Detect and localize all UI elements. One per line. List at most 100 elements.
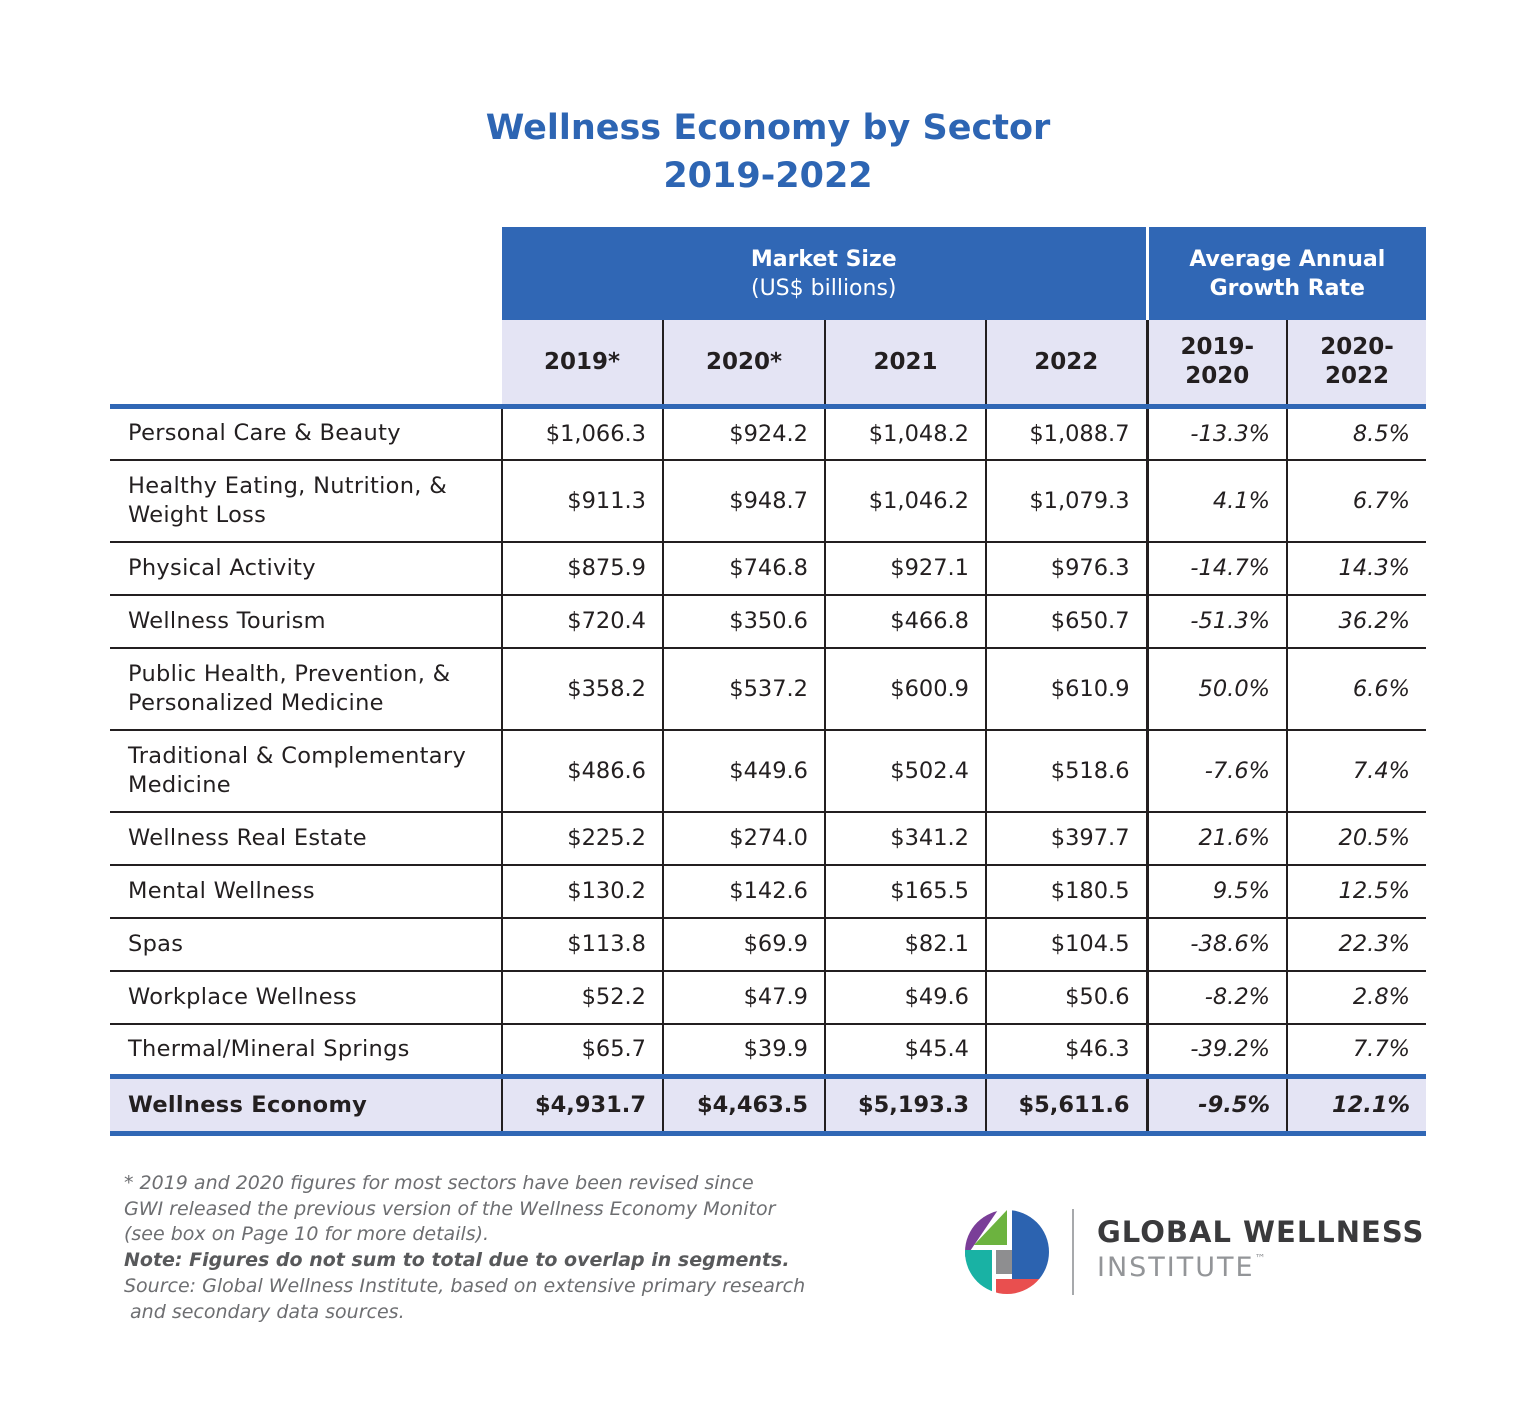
cell-value: $142.6 — [662, 864, 825, 919]
cell-value: $274.0 — [662, 811, 825, 866]
total-value: $4,931.7 — [501, 1076, 663, 1136]
table-row: Wellness Real Estate $225.2 $274.0 $341.2 $3… — [110, 811, 1427, 866]
header-growth-rate: Average Annual Growth Rate — [1145, 227, 1427, 320]
cell-value: $1,048.2 — [824, 406, 986, 461]
cell-value: $1,079.3 — [984, 459, 1148, 543]
cell-value: $46.3 — [984, 1023, 1148, 1079]
cell-value: $165.5 — [824, 864, 986, 919]
cell-value: -13.3% — [1145, 406, 1288, 461]
cell-value: $1,066.3 — [501, 406, 663, 461]
column-header-5: 2020- 2022 — [1286, 320, 1427, 409]
total-value: $5,193.3 — [824, 1076, 986, 1136]
column-header-0: 2019* — [502, 320, 663, 409]
column-header-3: 2022 — [984, 320, 1148, 409]
table-row: Workplace Wellness $52.2 $47.9 $49.6 $50.6 -8… — [110, 970, 1427, 1025]
sector-label: Public Health, Prevention, & Personalize… — [110, 647, 502, 731]
gwi-logo: GLOBAL WELLNESS INSTITUTE™ — [962, 1207, 1432, 1297]
cell-value: 4.1% — [1145, 459, 1288, 543]
cell-value: $720.4 — [501, 594, 663, 649]
cell-value: 8.5% — [1286, 406, 1427, 461]
cell-value: 6.7% — [1286, 459, 1427, 543]
table-row: Personal Care & Beauty $1,066.3 $924.2 $1,0… — [110, 406, 1427, 461]
cell-value: 7.7% — [1286, 1023, 1427, 1079]
column-header-2: 2021 — [824, 320, 986, 409]
sector-label: Healthy Eating, Nutrition, & Weight Loss — [110, 459, 502, 543]
cell-value: $45.4 — [824, 1023, 986, 1079]
cell-value: 9.5% — [1145, 864, 1288, 919]
sector-label: Physical Activity — [110, 541, 502, 596]
cell-value: $52.2 — [501, 970, 663, 1025]
sector-label: Mental Wellness — [110, 864, 502, 919]
cell-value: $976.3 — [984, 541, 1148, 596]
table-row: Traditional & Complementary Medicine $486… — [110, 729, 1427, 813]
total-value: -9.5% — [1145, 1076, 1288, 1136]
total-row: Wellness Economy $4,931.7 $4,463.5 $5,193.3… — [110, 1076, 1427, 1136]
cell-value: $130.2 — [501, 864, 663, 919]
cell-value: $358.2 — [501, 647, 663, 731]
column-header-4: 2019- 2020 — [1145, 320, 1288, 409]
cell-value: $49.6 — [824, 970, 986, 1025]
cell-value: $911.3 — [501, 459, 663, 543]
logo-divider — [1072, 1209, 1074, 1295]
logo-mark-icon — [965, 1210, 1049, 1294]
column-header-1: 2020* — [662, 320, 825, 409]
sector-label: Personal Care & Beauty — [110, 406, 502, 461]
cell-value: $1,046.2 — [824, 459, 986, 543]
cell-value: 7.4% — [1286, 729, 1427, 813]
sector-label: Workplace Wellness — [110, 970, 502, 1025]
sector-label: Thermal/Mineral Springs — [110, 1023, 502, 1079]
sector-table: Market Size (US$ billions) Average Annua… — [110, 227, 1427, 1136]
cell-value: $924.2 — [662, 406, 825, 461]
cell-value: $486.6 — [501, 729, 663, 813]
cell-value: $69.9 — [662, 917, 825, 972]
cell-value: -39.2% — [1145, 1023, 1288, 1079]
footnotes: * 2019 and 2020 figures for most sectors… — [124, 1172, 806, 1323]
cell-value: $537.2 — [662, 647, 825, 731]
cell-value: $610.9 — [984, 647, 1148, 731]
cell-value: $650.7 — [984, 594, 1148, 649]
cell-value: $39.9 — [662, 1023, 825, 1079]
cell-value: $927.1 — [824, 541, 986, 596]
cell-value: $518.6 — [984, 729, 1148, 813]
table-row: Public Health, Prevention, & Personalize… — [110, 647, 1427, 731]
cell-value: $180.5 — [984, 864, 1148, 919]
cell-value: 22.3% — [1286, 917, 1427, 972]
table-row: Physical Activity $875.9 $746.8 $927.1 $976.… — [110, 541, 1427, 596]
cell-value: $50.6 — [984, 970, 1148, 1025]
cell-value: $875.9 — [501, 541, 663, 596]
cell-value: $746.8 — [662, 541, 825, 596]
cell-value: $225.2 — [501, 811, 663, 866]
sector-label: Traditional & Complementary Medicine — [110, 729, 502, 813]
cell-value: 2.8% — [1286, 970, 1427, 1025]
cell-value: -38.6% — [1145, 917, 1288, 972]
table-row: Wellness Tourism $720.4 $350.6 $466.8 $650.7… — [110, 594, 1427, 649]
cell-value: -51.3% — [1145, 594, 1288, 649]
total-label: Wellness Economy — [110, 1076, 502, 1136]
cell-value: 12.5% — [1286, 864, 1427, 919]
total-value: $5,611.6 — [984, 1076, 1148, 1136]
table-row: Thermal/Mineral Springs $65.7 $39.9 $45.4 $4… — [110, 1023, 1427, 1079]
total-value: $4,463.5 — [662, 1076, 825, 1136]
cell-value: $600.9 — [824, 647, 986, 731]
cell-value: 6.6% — [1286, 647, 1427, 731]
table-row: Spas $113.8 $69.9 $82.1 $104.5 -38.6% 22.3% — [110, 917, 1427, 972]
header-market-size: Market Size (US$ billions) — [502, 227, 1148, 320]
cell-value: $113.8 — [501, 917, 663, 972]
cell-value: $449.6 — [662, 729, 825, 813]
cell-value: $502.4 — [824, 729, 986, 813]
cell-value: 14.3% — [1286, 541, 1427, 596]
cell-value: $350.6 — [662, 594, 825, 649]
cell-value: $948.7 — [662, 459, 825, 543]
cell-value: -7.6% — [1145, 729, 1288, 813]
page-title: Wellness Economy by Sector 2019-2022 — [485, 108, 1051, 196]
cell-value: $47.9 — [662, 970, 825, 1025]
cell-value: $397.7 — [984, 811, 1148, 866]
sector-label: Spas — [110, 917, 502, 972]
cell-value: $1,088.7 — [984, 406, 1148, 461]
cell-value: $341.2 — [824, 811, 986, 866]
sector-label: Wellness Tourism — [110, 594, 502, 649]
cell-value: 20.5% — [1286, 811, 1427, 866]
table-row: Mental Wellness $130.2 $142.6 $165.5 $180.5 9… — [110, 864, 1427, 919]
total-value: 12.1% — [1286, 1076, 1427, 1136]
cell-value: $466.8 — [824, 594, 986, 649]
